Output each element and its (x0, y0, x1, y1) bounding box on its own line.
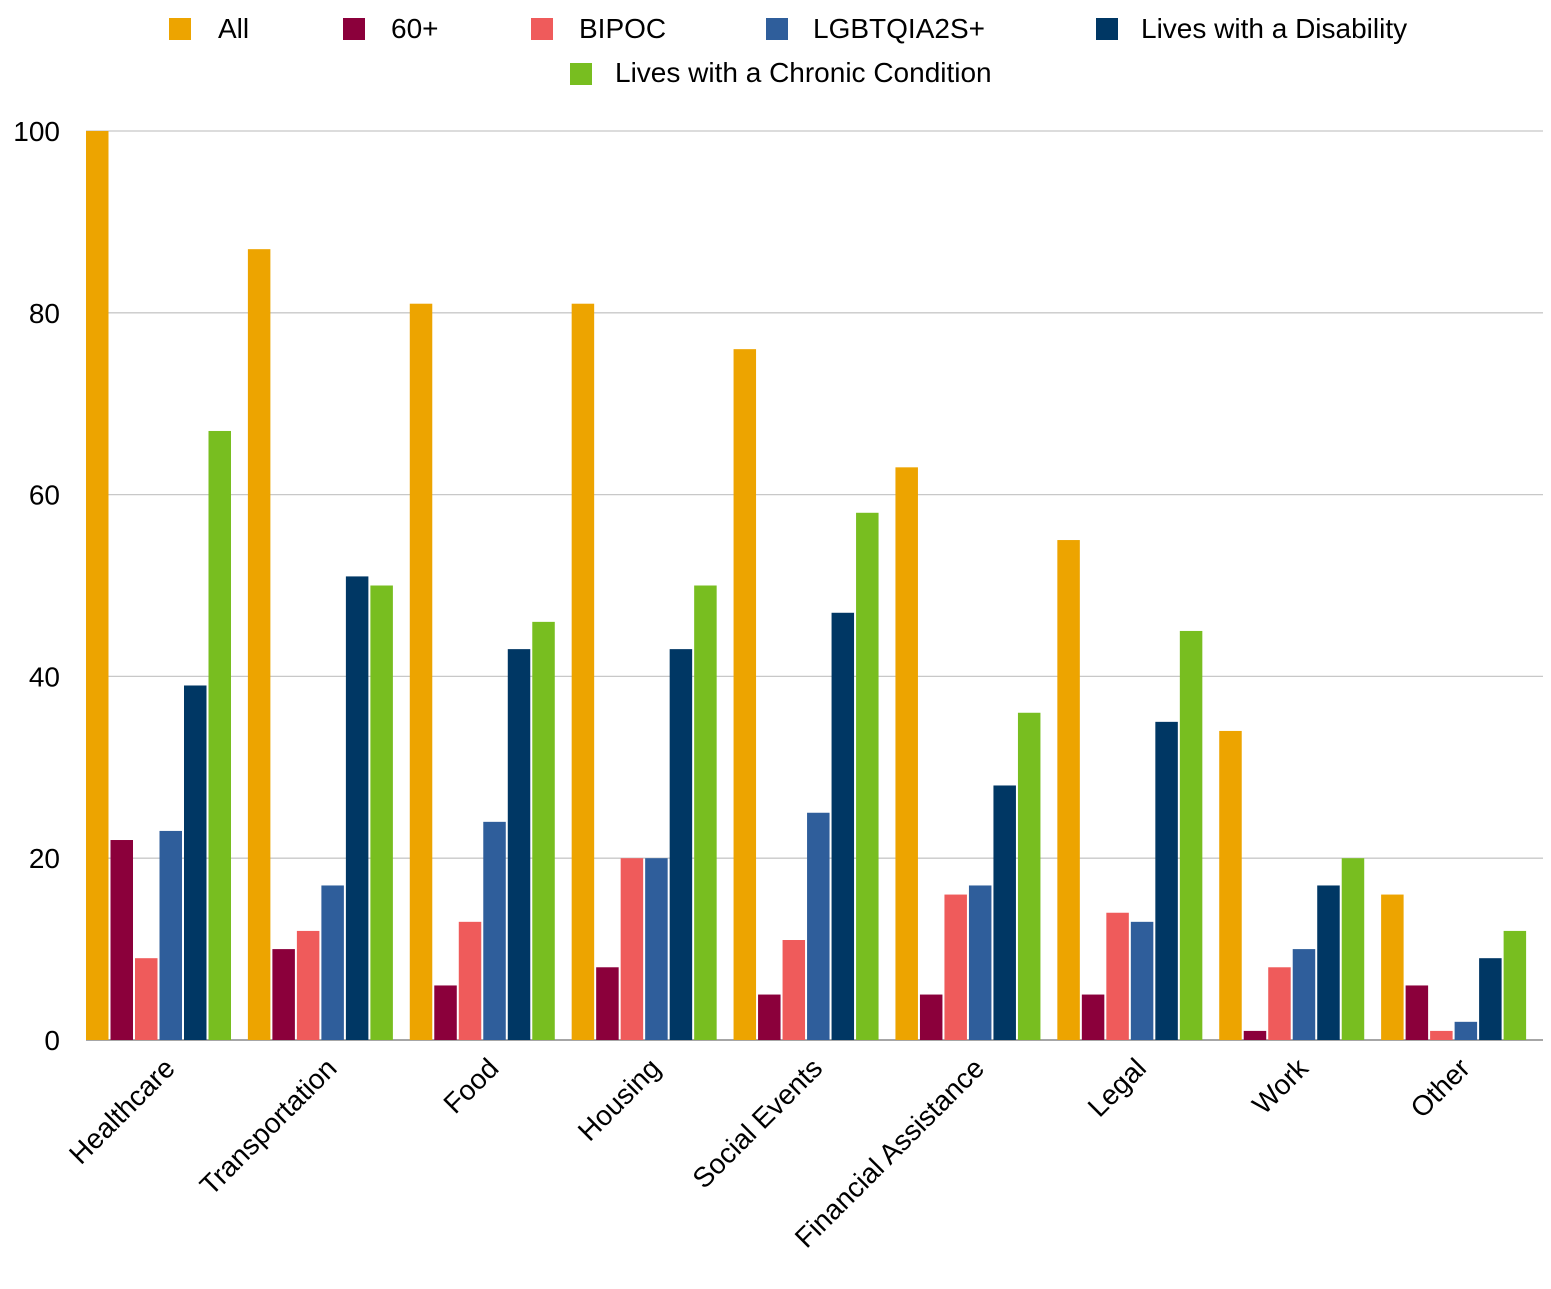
bar-all-transportation (247, 249, 271, 1041)
x-tick-label: Legal (1082, 1052, 1152, 1122)
y-tick-label: 100 (13, 116, 60, 147)
bar-60--healthcare (110, 840, 133, 1040)
bar-lives-with-a-chronic-condition-legal (1179, 630, 1203, 1040)
bar-60--housing (596, 967, 619, 1040)
legend-label: Lives with a Disability (1141, 13, 1407, 44)
x-tick-label: Other (1404, 1052, 1475, 1123)
bar-bipoc-housing (620, 858, 644, 1040)
legend-label: LGBTQIA2S+ (813, 13, 985, 44)
bar-lives-with-a-chronic-condition-other (1503, 930, 1527, 1040)
bar-60--work (1243, 1030, 1267, 1040)
legend-label: All (218, 13, 249, 44)
bar-all-healthcare (86, 131, 109, 1040)
bar-lives-with-a-disability-legal (1155, 721, 1178, 1040)
bar-bipoc-transportation (296, 930, 320, 1040)
bar-lives-with-a-disability-housing (669, 649, 693, 1040)
bar-lives-with-a-disability-food (507, 649, 531, 1040)
legend-label: 60+ (391, 13, 439, 44)
x-tick-label: Work (1246, 1052, 1314, 1120)
bar-lgbtqia2s--social-events (807, 812, 830, 1040)
bar-all-housing (571, 303, 595, 1041)
legend-label: BIPOC (579, 13, 666, 44)
chart-legend: All 60+ BIPOC LGBTQIA2S+ Lives with a Disabi… (169, 13, 1407, 88)
bar-60--transportation (272, 949, 295, 1040)
bar-lgbtqia2s--work (1292, 949, 1316, 1040)
bar-lives-with-a-chronic-condition-food (532, 621, 555, 1040)
bar-lives-with-a-disability-social-events (831, 612, 855, 1040)
bar-lgbtqia2s--financial-assistance (968, 885, 992, 1040)
legend-swatch (169, 18, 191, 40)
bar-lgbtqia2s--legal (1130, 921, 1154, 1040)
bar-lives-with-a-chronic-condition-transportation (370, 585, 393, 1040)
legend-swatch (570, 63, 592, 85)
y-tick-label: 40 (29, 661, 60, 692)
bar-60--other (1405, 985, 1429, 1040)
bar-all-other (1381, 894, 1404, 1040)
bar-all-social-events (733, 349, 757, 1040)
x-tick-label: Healthcare (63, 1052, 181, 1170)
bar-60--food (434, 985, 457, 1040)
bar-bipoc-food (458, 921, 482, 1040)
x-tick-label: Food (437, 1052, 504, 1119)
y-tick-label: 60 (29, 480, 60, 511)
legend-swatch (766, 18, 788, 40)
bar-all-legal (1057, 540, 1080, 1040)
bar-all-financial-assistance (895, 467, 918, 1041)
bar-lives-with-a-chronic-condition-social-events (856, 512, 879, 1040)
bar-lives-with-a-disability-transportation (345, 576, 369, 1040)
bar-lives-with-a-chronic-condition-financial-assistance (1017, 712, 1041, 1040)
bar-lives-with-a-chronic-condition-housing (694, 585, 717, 1040)
x-tick-label: Transportation (194, 1052, 343, 1201)
legend-label: Lives with a Chronic Condition (615, 57, 992, 88)
bar-lives-with-a-chronic-condition-work (1341, 858, 1365, 1040)
bar-bipoc-healthcare (135, 958, 158, 1040)
bar-lives-with-a-disability-other (1479, 958, 1502, 1040)
y-axis: 0 20 40 60 80 100 (13, 116, 60, 1056)
bar-all-food (409, 303, 433, 1041)
bar-lives-with-a-disability-work (1317, 885, 1340, 1040)
bar-bipoc-legal (1106, 912, 1129, 1040)
bar-lgbtqia2s--healthcare (159, 830, 182, 1040)
bar-bipoc-financial-assistance (944, 894, 967, 1040)
bar-lives-with-a-chronic-condition-healthcare (208, 430, 231, 1041)
bar-all-work (1219, 730, 1242, 1040)
bar-lives-with-a-disability-financial-assistance (993, 785, 1016, 1040)
bar-bipoc-other (1430, 1030, 1453, 1040)
legend-swatch (343, 18, 365, 40)
bar-bipoc-work (1268, 967, 1291, 1040)
bar-lives-with-a-disability-healthcare (184, 685, 207, 1040)
x-axis: Healthcare Transportation Food Housing Socia… (63, 1052, 1476, 1254)
x-tick-label: Social Events (686, 1052, 828, 1194)
bar-lgbtqia2s--food (483, 821, 506, 1040)
y-tick-label: 80 (29, 298, 60, 329)
chart-bars (86, 131, 1527, 1041)
bar-lgbtqia2s--transportation (321, 885, 344, 1040)
bar-60--social-events (758, 994, 781, 1040)
legend-swatch (531, 18, 553, 40)
bar-bipoc-social-events (782, 940, 806, 1040)
bar-lgbtqia2s--housing (645, 858, 668, 1040)
bar-60--legal (1081, 994, 1105, 1040)
y-tick-label: 0 (44, 1025, 60, 1056)
bar-60--financial-assistance (919, 994, 943, 1040)
legend-swatch (1096, 18, 1118, 40)
y-tick-label: 20 (29, 843, 60, 874)
bar-lgbtqia2s--other (1454, 1021, 1478, 1040)
x-tick-label: Housing (572, 1052, 667, 1147)
